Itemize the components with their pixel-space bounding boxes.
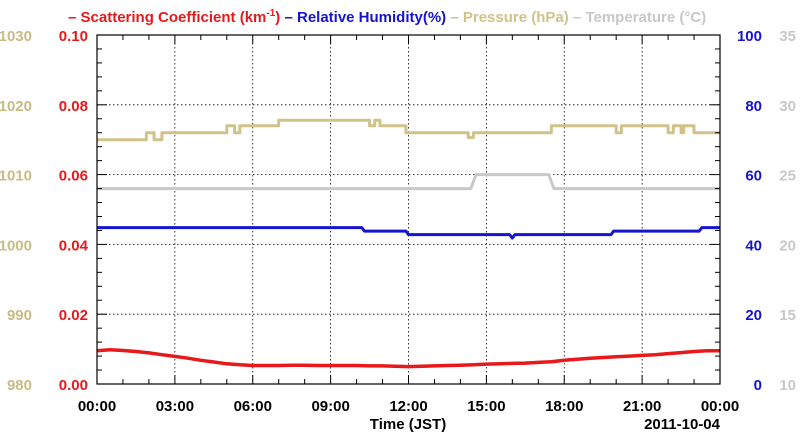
legend-label-rh: Relative Humidity(%) [297,9,446,26]
series-line-scattering [96,348,720,369]
pressure-tick-label: 1030 [0,28,32,45]
pressure-axis: 980 990 1000 1010 1020 1030 [0,28,32,394]
legend: – Scattering Coefficient (km-1) – Relati… [68,8,706,26]
legend-superscript: -1 [266,8,275,19]
legend-marker: – [569,9,586,26]
legend-text: – Scattering Coefficient (km-1) – Relati… [68,8,706,26]
pressure-tick-label: 980 [7,377,32,394]
legend-label-temp: Temperature (°C) [585,9,706,26]
scattering-tick-label: 0.06 [59,168,88,185]
temperature-tick-label: 25 [779,168,796,185]
legend-marker: – [280,9,297,26]
legend-label-tail: ) [275,9,280,26]
temperature-tick-label: 35 [779,28,796,45]
pressure-tick-label: 1020 [0,98,32,115]
series-line-humidity [97,226,720,240]
x-tick-label: 18:00 [545,398,583,415]
scattering-tick-label: 0.08 [59,98,88,115]
x-tick-label: 00:00 [78,398,116,415]
legend-label-pres: Pressure (hPa) [463,9,569,26]
humidity-tick-label: 0 [754,377,762,394]
series-line-pressure [97,118,720,142]
series-line-temperature [97,173,720,191]
scattering-tick-label: 0.04 [59,237,89,254]
humidity-tick-label: 20 [745,307,762,324]
x-axis-title: Time (JST) [370,416,446,433]
scattering-tick-label: 0.10 [59,28,88,45]
x-tick-label: 09:00 [311,398,349,415]
humidity-axis: 0 20 40 60 80 100 [737,28,762,394]
humidity-tick-label: 60 [745,168,762,185]
x-tick-label: 00:00 [701,398,739,415]
x-tick-label: 03:00 [156,398,194,415]
legend-marker: – [446,9,463,26]
scattering-tick-label: 0.02 [59,307,88,324]
x-tick-label: 12:00 [389,398,427,415]
scattering-tick-label: 0.00 [59,377,88,394]
temperature-tick-label: 15 [779,307,796,324]
temperature-tick-label: 20 [779,237,796,254]
humidity-tick-label: 40 [745,237,762,254]
humidity-tick-label: 80 [745,98,762,115]
legend-label-scat: Scattering Coefficient (km [81,9,267,26]
series-layer [96,118,720,369]
x-tick-label: 21:00 [623,398,661,415]
pressure-tick-label: 1010 [0,168,32,185]
pressure-tick-label: 1000 [0,237,32,254]
x-axis-ticks: 00:00 03:00 06:00 09:00 12:00 15:00 18:00 21:00… [78,34,739,415]
temperature-axis: 10 15 20 25 30 35 [779,28,796,394]
legend-marker: – [68,9,81,26]
humidity-tick-label: 100 [737,28,762,45]
pressure-tick-label: 990 [7,307,32,324]
x-tick-label: 06:00 [234,398,272,415]
x-tick-label: 15:00 [467,398,505,415]
temperature-tick-label: 30 [779,98,796,115]
date-label: 2011-10-04 [644,416,721,433]
temperature-tick-label: 10 [779,377,796,394]
scattering-axis: 0.00 0.02 0.04 0.06 0.08 0.10 [59,28,89,394]
